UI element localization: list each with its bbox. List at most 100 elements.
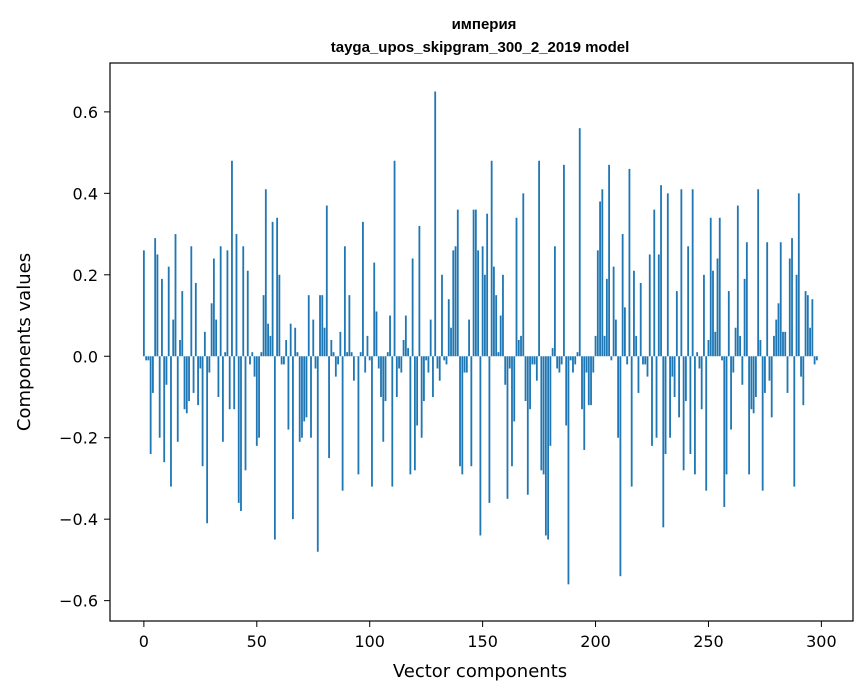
bar: [707, 339, 710, 357]
bar: [416, 356, 419, 426]
bar: [380, 356, 382, 397]
bar: [714, 331, 717, 357]
bar: [154, 238, 157, 357]
bar: [603, 335, 606, 357]
bar: [569, 356, 572, 361]
bar: [251, 352, 254, 357]
bar: [222, 356, 224, 442]
bar: [253, 356, 256, 377]
bar: [750, 356, 753, 410]
bar: [540, 356, 543, 471]
bar: [287, 356, 290, 430]
bar: [610, 356, 613, 361]
bar: [671, 356, 674, 377]
bar: [262, 295, 265, 357]
bar: [434, 91, 437, 357]
bar: [773, 335, 775, 357]
bar: [703, 274, 705, 357]
bar: [289, 323, 292, 357]
bar: [411, 258, 414, 357]
bar: [228, 356, 231, 410]
bar: [646, 356, 649, 377]
bar: [637, 356, 640, 393]
bar: [657, 254, 660, 357]
bar: [312, 319, 315, 357]
bar: [718, 217, 721, 357]
bar: [752, 356, 755, 414]
bar: [533, 356, 536, 365]
bar: [748, 356, 751, 475]
bar: [761, 356, 764, 491]
y-ticks: −0.6 −0.4 −0.2 0.0 0.2 0.4 0.6: [59, 103, 110, 611]
x-tick-label: 150: [467, 632, 498, 651]
bar: [174, 234, 177, 357]
bar: [628, 168, 631, 357]
bar: [639, 282, 642, 357]
bar: [165, 356, 168, 385]
bar: [343, 246, 346, 357]
bar: [470, 356, 473, 467]
bar: [608, 164, 610, 357]
bar: [797, 193, 800, 357]
bar: [804, 291, 807, 357]
y-tick-label: −0.2: [59, 429, 98, 448]
bar: [303, 356, 306, 422]
bar: [373, 262, 376, 357]
bar: [407, 348, 410, 357]
bar: [436, 356, 439, 369]
bar: [438, 356, 441, 381]
bar: [443, 356, 446, 361]
bar: [513, 356, 516, 422]
x-ticks: 0 50 100 150 200 250 300: [139, 621, 837, 651]
bar: [560, 356, 563, 365]
bar: [364, 356, 367, 373]
bar: [359, 352, 362, 357]
bar: [305, 356, 308, 418]
bar: [325, 205, 328, 357]
bar: [269, 335, 272, 357]
bar: [506, 356, 509, 499]
bar: [809, 327, 811, 357]
bar: [612, 266, 615, 357]
bar: [441, 274, 443, 357]
bar: [502, 274, 504, 357]
bar: [167, 266, 170, 357]
bar: [551, 348, 554, 357]
bar: [350, 352, 353, 357]
bar: [172, 319, 175, 357]
bar: [508, 356, 511, 369]
bar: [185, 356, 188, 414]
bar: [429, 319, 432, 357]
bar: [664, 356, 667, 455]
bar: [592, 356, 595, 373]
bar: [542, 356, 545, 475]
bar: [432, 356, 434, 397]
bar: [795, 274, 798, 357]
bar: [472, 209, 475, 357]
bar: [565, 356, 568, 426]
bar: [515, 217, 518, 357]
bar: [764, 356, 766, 393]
bar: [219, 246, 222, 357]
bar: [420, 356, 423, 438]
bar: [642, 356, 644, 365]
bar: [680, 189, 683, 357]
bar: [246, 270, 249, 357]
bar: [644, 356, 647, 365]
bar: [574, 356, 577, 365]
bar: [775, 319, 778, 357]
chart-title: империя: [452, 16, 517, 33]
bar: [682, 356, 685, 471]
bar: [258, 356, 260, 438]
bar: [447, 299, 450, 357]
bar: [278, 274, 281, 357]
bar: [357, 356, 360, 475]
bar: [176, 356, 179, 442]
bar: [240, 356, 242, 512]
bar: [727, 291, 730, 357]
bar: [346, 352, 349, 357]
bar: [576, 352, 579, 357]
bar: [212, 258, 215, 357]
bar: [793, 356, 796, 487]
